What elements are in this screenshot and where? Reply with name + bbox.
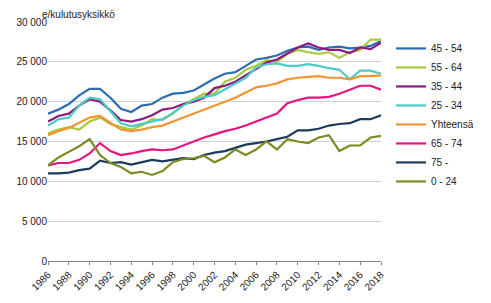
svg-text:2006: 2006: [238, 269, 262, 293]
svg-text:75 -: 75 -: [431, 157, 448, 168]
svg-text:2004: 2004: [217, 269, 241, 293]
svg-text:35 - 44: 35 - 44: [431, 81, 463, 92]
svg-text:1988: 1988: [50, 269, 74, 293]
svg-text:20 000: 20 000: [16, 96, 47, 107]
svg-text:5 000: 5 000: [22, 216, 47, 227]
svg-text:Yhteensä: Yhteensä: [431, 119, 474, 130]
svg-text:2016: 2016: [342, 269, 366, 293]
svg-text:1986: 1986: [29, 269, 53, 293]
svg-text:30 000: 30 000: [16, 17, 47, 28]
svg-text:10 000: 10 000: [16, 176, 47, 187]
svg-text:1994: 1994: [113, 269, 137, 293]
svg-text:65 - 74: 65 - 74: [431, 138, 463, 149]
svg-text:e/kulutusyksikkö: e/kulutusyksikkö: [42, 9, 115, 20]
svg-text:1998: 1998: [154, 269, 178, 293]
svg-text:0 - 24: 0 - 24: [431, 176, 457, 187]
svg-text:2012: 2012: [300, 269, 324, 293]
svg-text:2008: 2008: [258, 269, 282, 293]
svg-text:45 - 54: 45 - 54: [431, 43, 463, 54]
svg-text:2014: 2014: [321, 269, 345, 293]
svg-text:15 000: 15 000: [16, 136, 47, 147]
svg-text:1992: 1992: [92, 269, 116, 293]
svg-text:25 000: 25 000: [16, 56, 47, 67]
svg-text:0: 0: [41, 256, 47, 267]
svg-text:2000: 2000: [175, 269, 199, 293]
svg-text:2010: 2010: [279, 269, 303, 293]
svg-text:2018: 2018: [362, 269, 386, 293]
svg-text:55 - 64: 55 - 64: [431, 62, 463, 73]
svg-text:1996: 1996: [133, 269, 157, 293]
svg-text:2002: 2002: [196, 269, 220, 293]
svg-text:25 - 34: 25 - 34: [431, 100, 463, 111]
svg-text:1990: 1990: [71, 269, 95, 293]
